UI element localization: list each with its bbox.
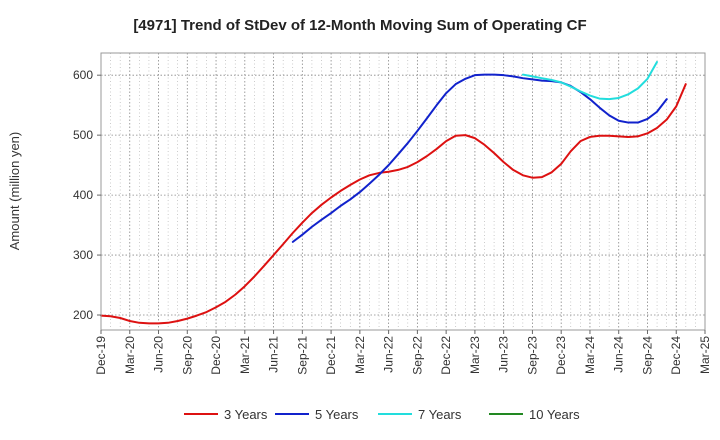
- x-tick-label: Jun-24: [612, 336, 626, 373]
- series-line-5-years: [291, 73, 668, 243]
- grid: [101, 53, 705, 330]
- series-line-7-years: [521, 60, 658, 101]
- y-tick-label: 200: [73, 308, 93, 322]
- x-tick-label: Mar-22: [353, 336, 367, 374]
- chart-title: [4971] Trend of StDev of 12-Month Moving…: [133, 17, 586, 34]
- x-tick-label: Dec-20: [209, 336, 223, 375]
- x-tick-labels: Dec-19 Mar-20 Jun-20 Sep-20 Dec-20 Mar-21 Jun-…: [94, 330, 712, 375]
- x-tick-label: Mar-25: [698, 336, 712, 374]
- series-group: [100, 60, 687, 325]
- x-tick-label: Dec-19: [94, 336, 108, 375]
- legend-label-3-years: 3 Years: [224, 407, 268, 422]
- x-tick-label: Sep-21: [295, 336, 309, 375]
- x-tick-label: Mar-20: [123, 336, 137, 374]
- x-tick-label: Dec-24: [669, 336, 683, 375]
- legend-label-10-years: 10 Years: [529, 407, 580, 422]
- y-tick-label: 400: [73, 188, 93, 202]
- x-tick-label: Sep-20: [180, 336, 194, 375]
- x-tick-label: Mar-21: [238, 336, 252, 374]
- legend-label-7-years: 7 Years: [418, 407, 462, 422]
- y-tick-label: 300: [73, 248, 93, 262]
- x-tick-label: Sep-23: [525, 336, 539, 375]
- y-axis-label: Amount (million yen): [7, 132, 22, 251]
- x-tick-label: Jun-23: [497, 336, 511, 373]
- x-tick-label: Dec-22: [439, 336, 453, 375]
- legend: 3 Years 5 Years 7 Years 10 Years: [184, 407, 580, 422]
- x-tick-label: Sep-24: [640, 336, 654, 375]
- series-line-3-years: [100, 83, 687, 325]
- x-tick-label: Dec-21: [324, 336, 338, 375]
- x-tick-label: Jun-20: [152, 336, 166, 373]
- y-tick-label: 600: [73, 68, 93, 82]
- legend-label-5-years: 5 Years: [315, 407, 359, 422]
- x-tick-label: Mar-24: [583, 336, 597, 374]
- x-tick-label: Mar-23: [468, 336, 482, 374]
- y-tick-labels: 200 300 400 500 600: [73, 68, 101, 322]
- x-tick-label: Jun-21: [267, 336, 281, 373]
- x-tick-label: Jun-22: [382, 336, 396, 373]
- x-tick-label: Sep-22: [410, 336, 424, 375]
- x-tick-label: Dec-23: [554, 336, 568, 375]
- y-tick-label: 500: [73, 128, 93, 142]
- plot-frame: [100, 52, 706, 331]
